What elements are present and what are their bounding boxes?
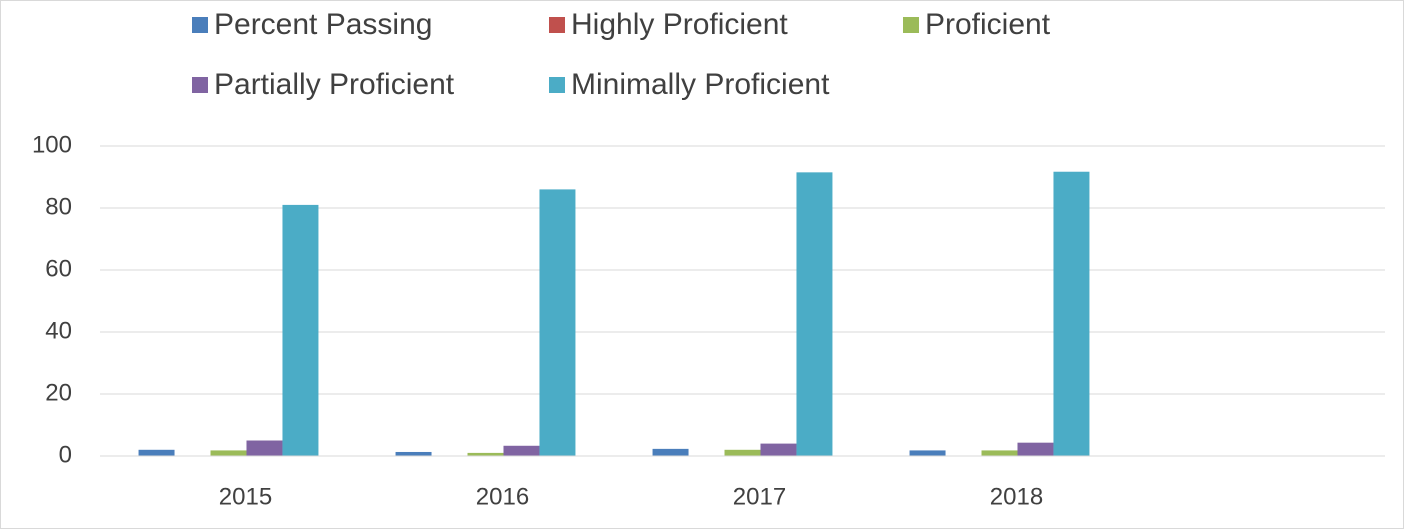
legend-swatch (903, 17, 919, 33)
y-tick-label: 60 (45, 255, 72, 282)
bar (395, 451, 432, 456)
bar (467, 452, 504, 456)
bar (796, 172, 833, 456)
bar (1017, 442, 1054, 456)
legend-swatch (192, 77, 208, 93)
legend-label: Highly Proficient (571, 8, 788, 41)
bar (539, 189, 576, 456)
bar (503, 445, 540, 456)
legend-swatch (549, 77, 565, 93)
bar (981, 450, 1018, 456)
bar (246, 440, 283, 456)
bar (1053, 171, 1090, 457)
bar (652, 448, 689, 456)
legend-swatch (192, 17, 208, 33)
x-tick-label: 2015 (219, 483, 272, 510)
bar (210, 450, 247, 456)
y-tick-label: 0 (59, 441, 72, 468)
bar (760, 443, 797, 456)
x-tick-label: 2018 (990, 483, 1043, 510)
y-tick-label: 80 (45, 193, 72, 220)
legend-swatch (549, 17, 565, 33)
bar (724, 449, 761, 456)
bar (282, 204, 319, 456)
x-tick-label: 2017 (733, 483, 786, 510)
bar (138, 449, 175, 456)
legend-label: Minimally Proficient (571, 68, 830, 101)
y-tick-label: 40 (45, 317, 72, 344)
bar (909, 450, 946, 456)
x-tick-label: 2016 (476, 483, 529, 510)
y-tick-label: 20 (45, 379, 72, 406)
legend-label: Proficient (925, 8, 1051, 41)
y-tick-label: 100 (32, 131, 72, 158)
legend-label: Percent Passing (214, 8, 432, 41)
legend-label: Partially Proficient (214, 68, 455, 101)
